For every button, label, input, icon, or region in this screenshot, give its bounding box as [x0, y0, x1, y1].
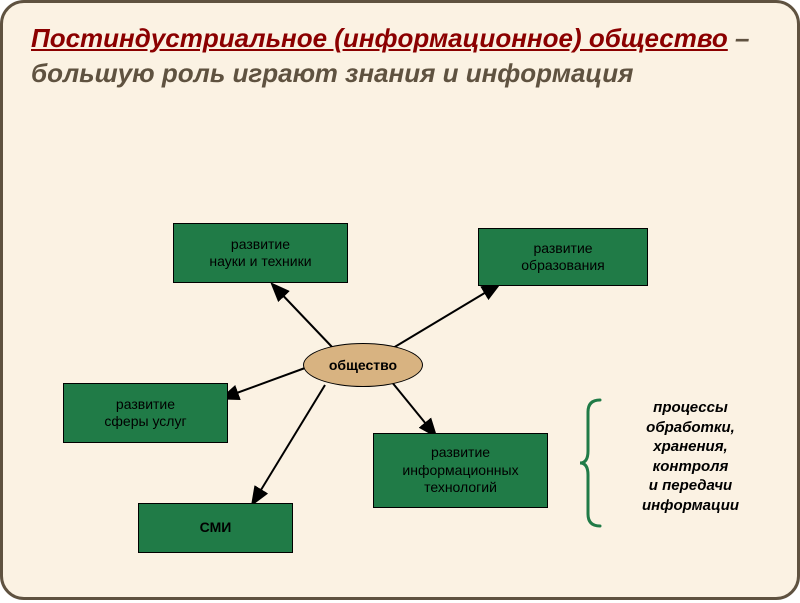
node-services: развитие сферы услуг [63, 383, 228, 443]
side-note: процессы обработки, хранения, контроля и… [608, 398, 773, 515]
node-science: развитие науки и техники [173, 223, 348, 283]
node-label: развитие сферы услуг [104, 396, 186, 431]
center-node-society: общество [303, 343, 423, 387]
curly-brace [578, 398, 608, 528]
slide-heading: Постиндустриальное (информационное) обще… [31, 21, 769, 91]
node-media: СМИ [138, 503, 293, 553]
node-label: развитие информационных технологий [402, 444, 518, 497]
heading-subtitle: большую роль играют знания и информация [31, 58, 633, 88]
node-label: развитие образования [521, 240, 604, 275]
center-node-label: общество [329, 357, 397, 373]
heading-dash: – [728, 23, 750, 53]
node-education: развитие образования [478, 228, 648, 286]
node-it: развитие информационных технологий [373, 433, 548, 508]
node-label: развитие науки и техники [209, 236, 311, 271]
slide-frame: Постиндустриальное (информационное) обще… [0, 0, 800, 600]
heading-title: Постиндустриальное (информационное) обще… [31, 23, 728, 53]
node-label: СМИ [200, 519, 232, 537]
